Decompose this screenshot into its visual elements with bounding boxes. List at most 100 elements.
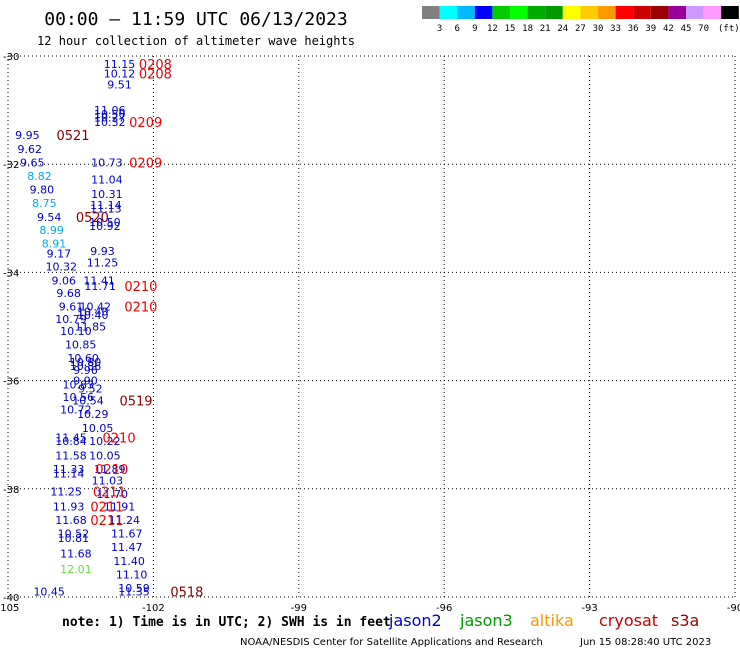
wave-height-points: 11.1510.129.5111.0610.5010.2710.329.959.…: [15, 58, 150, 598]
wave-height-point: 11.13: [90, 203, 122, 216]
y-tick-label: -32: [3, 160, 19, 171]
wave-height-point: 11.58: [55, 449, 87, 462]
wave-height-point: 10.54: [72, 395, 104, 408]
credit-line: NOAA/NESDIS Center for Satellite Applica…: [240, 637, 543, 648]
color-scale-unit: (ft): [718, 24, 740, 34]
wave-height-point: 10.31: [91, 188, 123, 201]
wave-height-point: 10.83: [63, 378, 95, 391]
wave-height-point: 9.90: [73, 375, 98, 388]
color-scale-label: 15: [505, 24, 516, 34]
x-tick-label: -105: [0, 603, 19, 614]
wave-height-point: 8.75: [32, 197, 57, 210]
wave-height-point: 10.80: [70, 356, 102, 369]
wave-height-point: 11.06: [94, 104, 126, 117]
wave-height-point: 11.67: [111, 528, 143, 541]
color-scale-label: 36: [628, 24, 639, 34]
legend-item-jason3: jason3: [459, 611, 513, 630]
wave-height-point: 10.45: [33, 586, 65, 599]
wave-height-point: 11.14: [53, 468, 85, 481]
color-swatch: [686, 6, 704, 19]
wave-height-point: 10.84: [55, 435, 87, 448]
wave-height-point: 10.05: [82, 422, 114, 435]
legend-item-s3a: s3a: [671, 611, 699, 630]
wave-height-point: 11.10: [116, 568, 148, 581]
wave-height-point: 10.40: [77, 309, 109, 322]
color-swatch: [703, 6, 722, 19]
color-scale-label: 21: [540, 24, 551, 34]
wave-height-point: 8.82: [27, 170, 52, 183]
color-swatch: [580, 6, 598, 19]
wave-height-point: 11.41: [83, 275, 115, 288]
satellite-legend: jason2 jason3 altika cryosat s3a: [388, 611, 699, 630]
wave-height-point: 9.95: [15, 129, 40, 142]
legend-item-cryosat: cryosat: [599, 611, 658, 630]
color-swatch: [633, 6, 651, 19]
wave-height-point: 11.04: [91, 173, 123, 186]
color-scale-label: 39: [645, 24, 656, 34]
y-tick-label: -36: [3, 377, 19, 388]
wave-height-point: 10.50: [94, 108, 126, 121]
color-swatch: [474, 6, 493, 19]
satellite-pass-time: 0520: [76, 211, 109, 226]
wave-height-point: 9.68: [56, 287, 81, 300]
wave-height-point: 11.15: [104, 58, 136, 71]
wave-height-point: 9.61: [59, 300, 84, 313]
wave-height-point: 11.45: [55, 431, 87, 444]
wave-height-point: 11.71: [84, 280, 116, 293]
wave-height-point: 10.56: [63, 391, 95, 404]
legend-item-altika: altika: [530, 611, 574, 630]
satellite-pass-time: 0211: [90, 501, 123, 516]
color-scale-bar: 3 6 9 12 15 18 21 24 27 30 33 36 39 42 45 70: [422, 6, 739, 34]
satellite-pass-time: 0209: [129, 116, 162, 131]
wave-height-point: 8.99: [39, 224, 64, 237]
wave-height-point: 11.89: [94, 463, 126, 476]
wave-height-point: 10.50: [89, 216, 121, 229]
x-tick-label: -99: [291, 603, 307, 614]
color-swatch: [492, 6, 510, 19]
wave-height-point: 11.35: [118, 586, 150, 599]
wave-height-point: 12.01: [60, 563, 92, 576]
wave-height-point: 9.93: [90, 245, 115, 258]
wave-height-point: 10.52: [58, 528, 90, 541]
color-scale-label: 27: [575, 24, 586, 34]
wave-height-point: 10.72: [60, 403, 92, 416]
satellite-pass-time: 0521: [56, 129, 89, 144]
y-tick-label: -40: [3, 593, 19, 604]
wave-height-point: 10.92: [89, 220, 121, 233]
wave-height-point: 10.32: [94, 116, 126, 129]
color-scale-label: 33: [610, 24, 621, 34]
wave-height-point: 11.40: [113, 555, 145, 568]
y-tick-label: -34: [3, 268, 19, 279]
wave-height-point: 10.79: [55, 313, 87, 326]
wave-height-point: 11.68: [60, 548, 92, 561]
wave-height-point: 11.47: [111, 541, 143, 554]
color-scale-label: 42: [663, 24, 674, 34]
color-scale-label: 30: [593, 24, 604, 34]
satellite-pass-time: 0208: [139, 67, 172, 82]
wave-height-point: 11.85: [75, 321, 107, 334]
wave-height-point: 11.91: [104, 501, 136, 514]
color-scale-label: 3: [437, 24, 442, 34]
wave-height-point: 10.85: [65, 338, 97, 351]
wave-height-point: 9.96: [73, 364, 98, 377]
wave-height-point: 9.62: [18, 143, 43, 156]
wave-height-point: 11.93: [53, 501, 85, 514]
wave-height-point: 9.17: [47, 247, 72, 260]
color-scale-label: 18: [522, 24, 533, 34]
wave-height-point: 10.40: [77, 305, 109, 318]
wave-height-point: 9.54: [37, 211, 62, 224]
color-swatch: [615, 6, 634, 19]
color-scale-label: 24: [557, 24, 568, 34]
color-scale-label: 12: [487, 24, 498, 34]
wave-height-point: 10.42: [79, 300, 111, 313]
x-tick-label: -102: [142, 603, 165, 614]
wave-height-point: 10.32: [46, 260, 78, 273]
wave-height-point: 10.86: [70, 360, 102, 373]
x-tick-label: -96: [436, 603, 452, 614]
satellite-pass-time: 0210: [124, 280, 157, 295]
satellite-pass-time: 0208: [139, 58, 172, 73]
chart-subtitle: 12 hour collection of altimeter wave hei…: [37, 34, 355, 48]
satellite-pass-time: 0211: [90, 514, 123, 529]
wave-height-point: 10.29: [77, 408, 109, 421]
